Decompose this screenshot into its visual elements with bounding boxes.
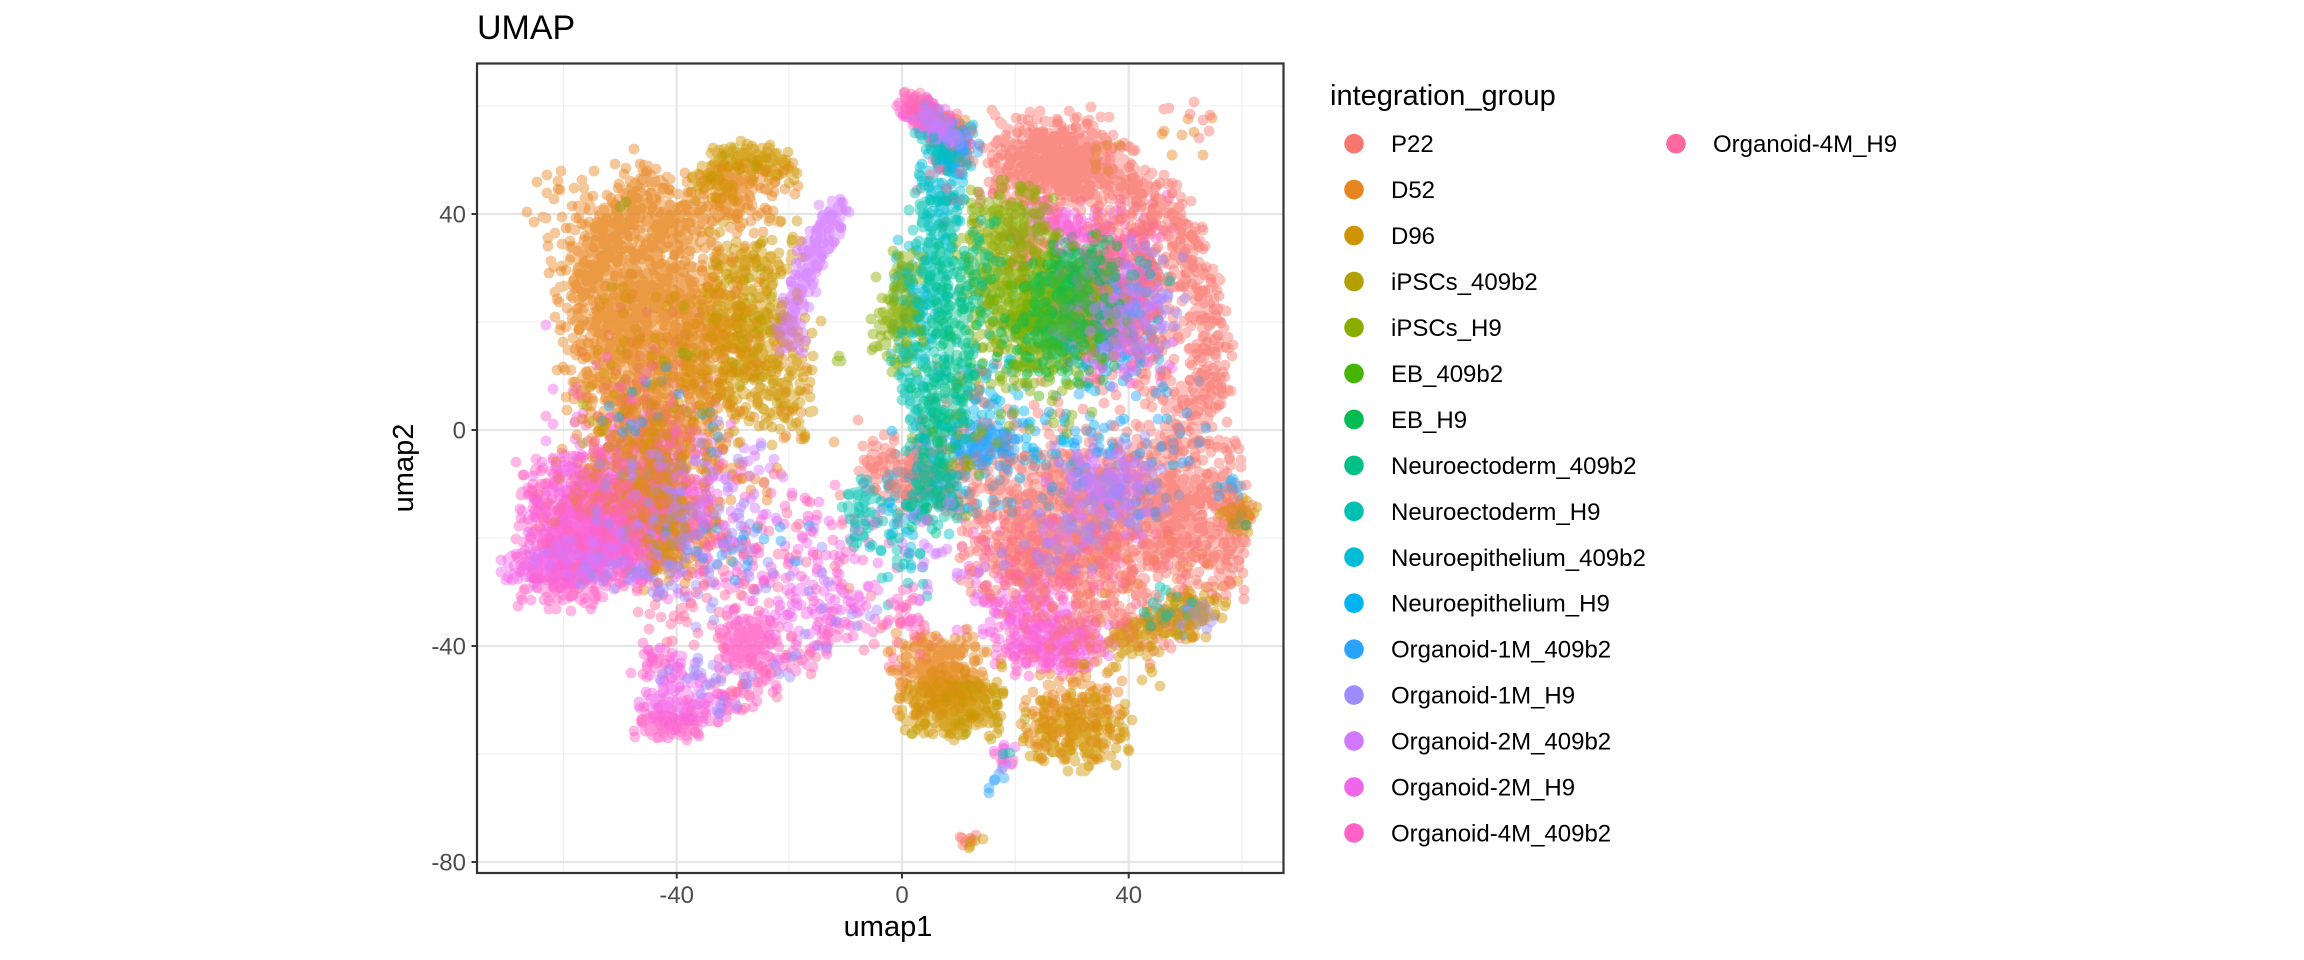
svg-text:integration_group: integration_group	[1330, 80, 1556, 112]
svg-text:0: 0	[453, 418, 466, 445]
svg-text:Organoid-1M_409b2: Organoid-1M_409b2	[1391, 637, 1611, 664]
svg-text:-40: -40	[431, 634, 466, 661]
svg-text:40: 40	[439, 202, 466, 229]
svg-text:Organoid-4M_H9: Organoid-4M_H9	[1713, 131, 1897, 158]
svg-text:Organoid-4M_409b2: Organoid-4M_409b2	[1391, 821, 1611, 848]
svg-text:Organoid-2M_H9: Organoid-2M_H9	[1391, 775, 1575, 802]
svg-text:EB_409b2: EB_409b2	[1391, 361, 1503, 388]
svg-text:UMAP: UMAP	[477, 9, 575, 47]
svg-text:iPSCs_409b2: iPSCs_409b2	[1391, 269, 1538, 296]
svg-text:D96: D96	[1391, 223, 1435, 250]
svg-text:umap2: umap2	[388, 424, 420, 513]
svg-text:Neuroectoderm_409b2: Neuroectoderm_409b2	[1391, 453, 1637, 480]
svg-text:D52: D52	[1391, 177, 1435, 204]
svg-text:0: 0	[895, 882, 908, 909]
svg-text:Organoid-2M_409b2: Organoid-2M_409b2	[1391, 729, 1611, 756]
svg-text:umap1: umap1	[844, 911, 933, 943]
svg-text:Organoid-1M_H9: Organoid-1M_H9	[1391, 683, 1575, 710]
svg-text:EB_H9: EB_H9	[1391, 407, 1467, 434]
svg-text:40: 40	[1115, 882, 1142, 909]
svg-text:-40: -40	[659, 882, 694, 909]
svg-text:Neuroepithelium_409b2: Neuroepithelium_409b2	[1391, 545, 1646, 572]
svg-text:Neuroectoderm_H9: Neuroectoderm_H9	[1391, 499, 1600, 526]
svg-text:Neuroepithelium_H9: Neuroepithelium_H9	[1391, 591, 1610, 618]
svg-text:P22: P22	[1391, 131, 1434, 158]
svg-text:-80: -80	[431, 850, 466, 877]
svg-text:iPSCs_H9: iPSCs_H9	[1391, 315, 1502, 342]
